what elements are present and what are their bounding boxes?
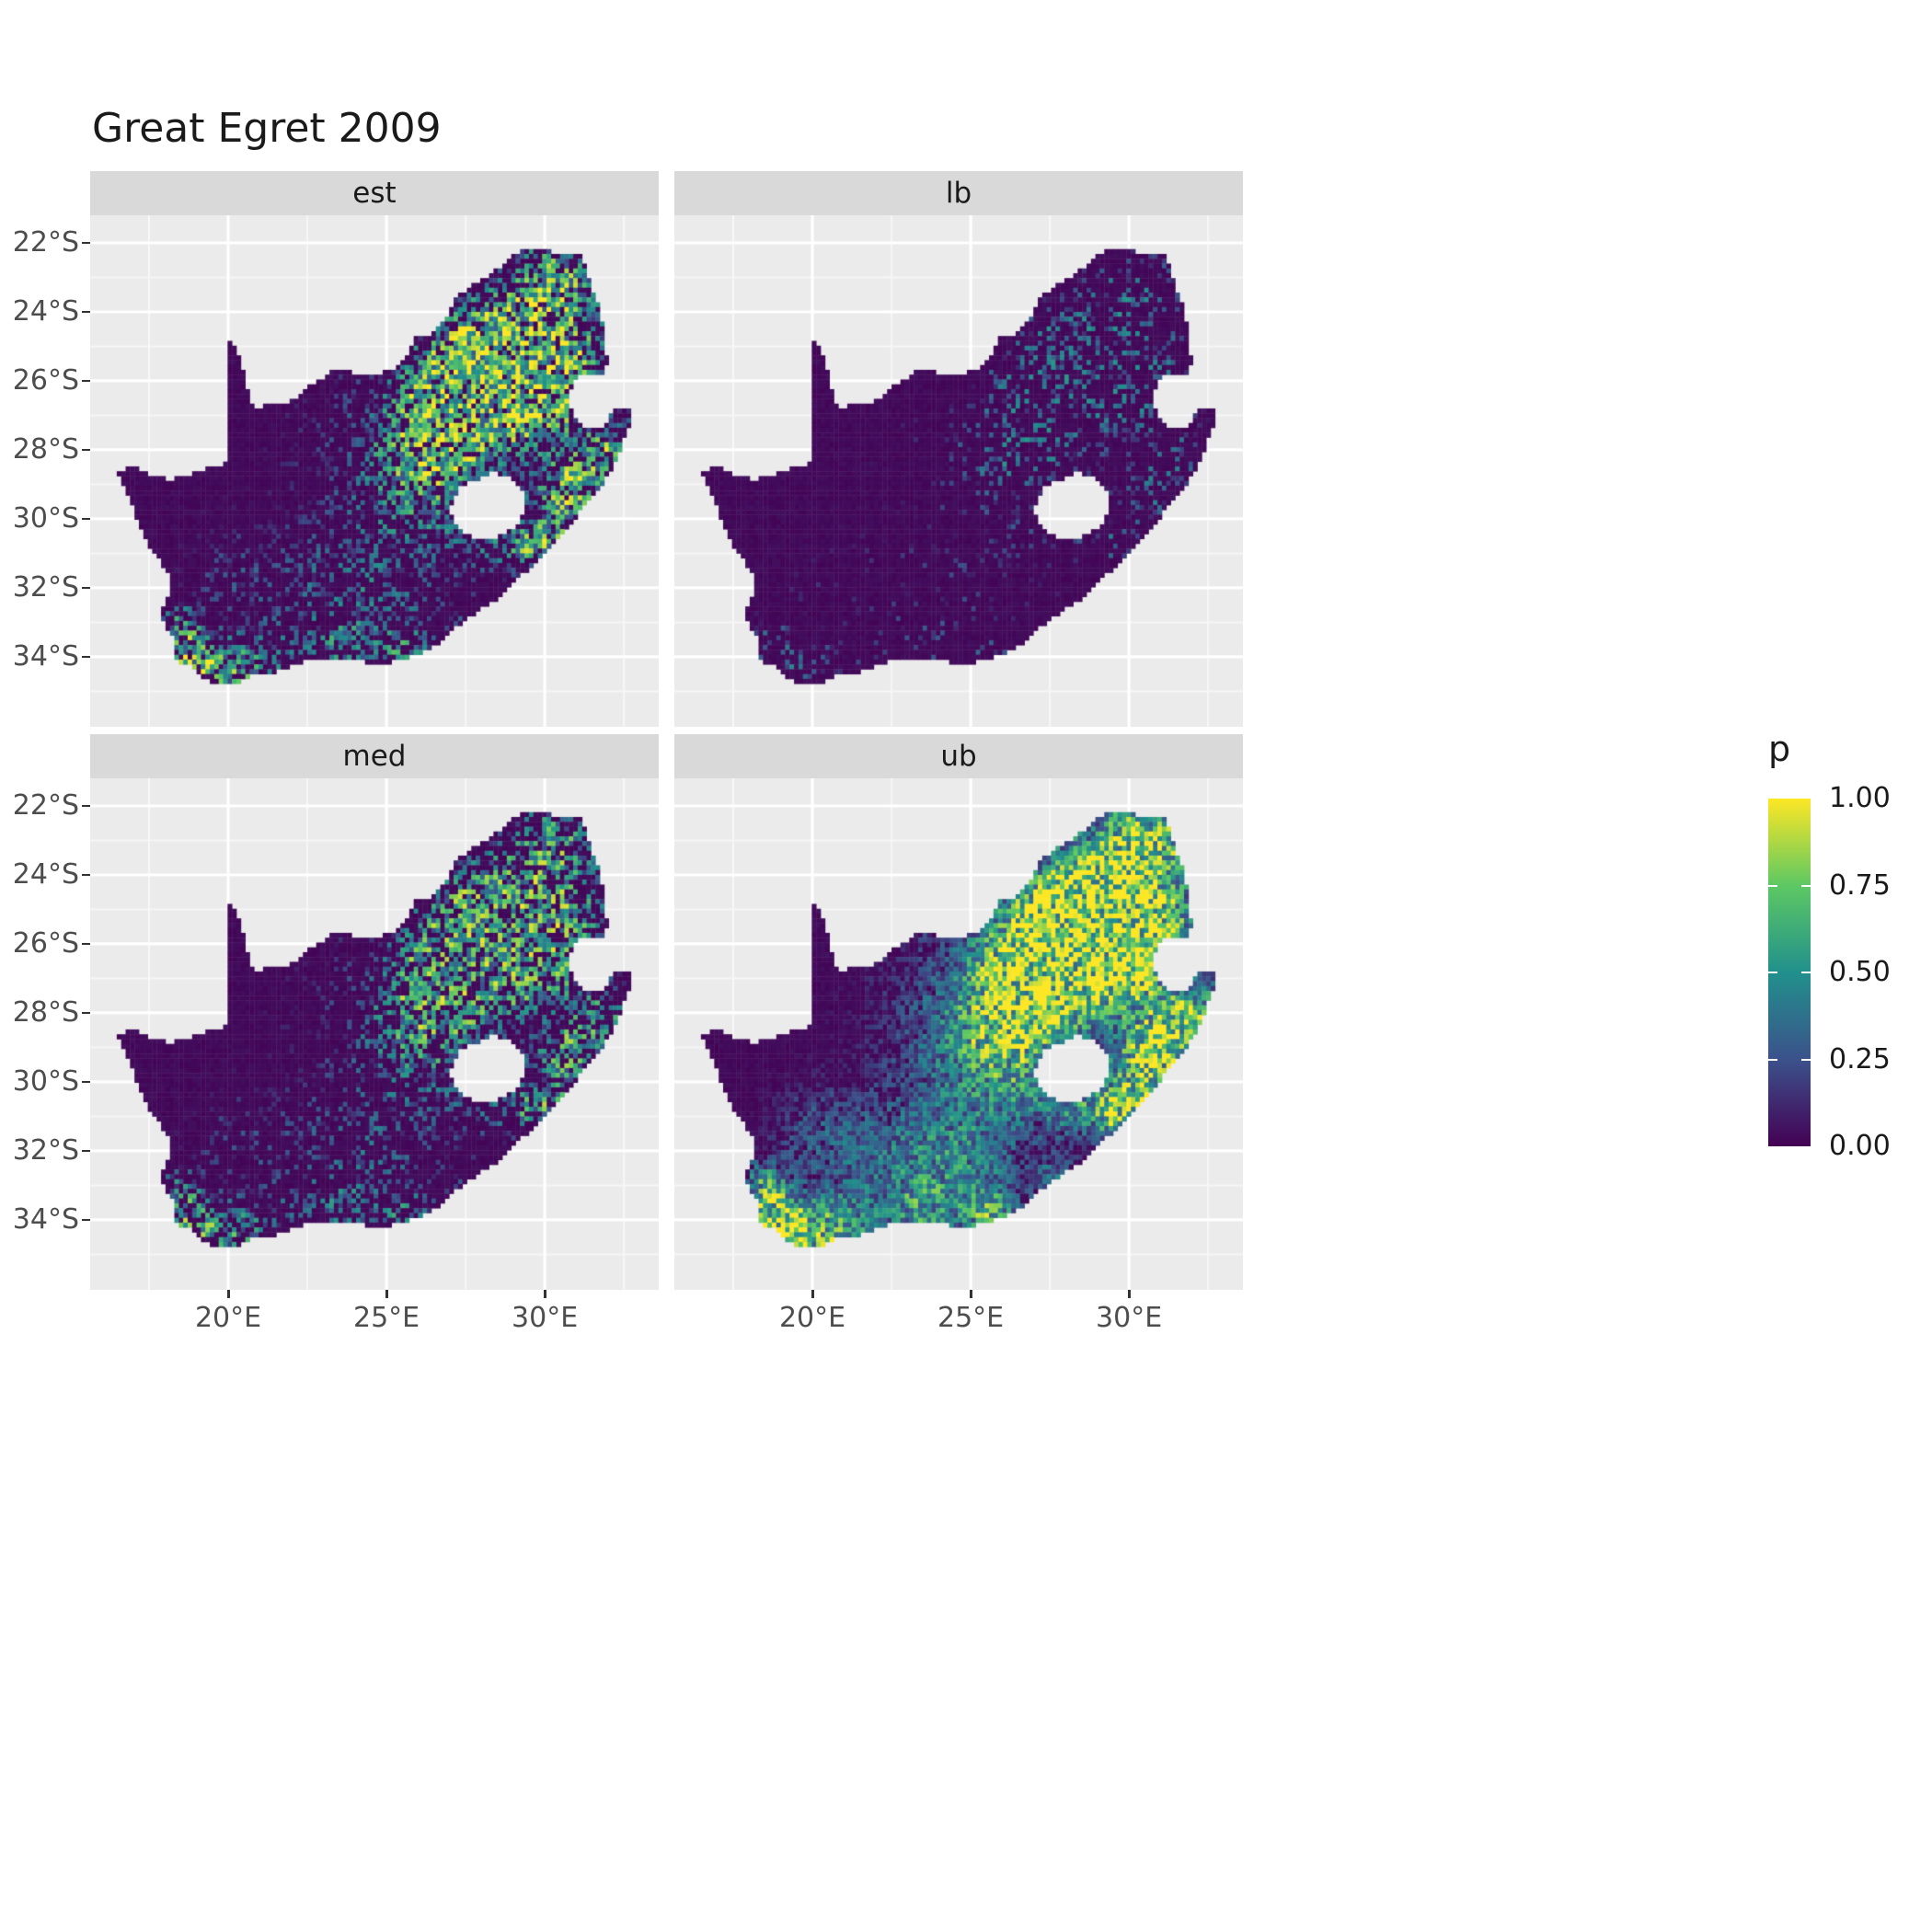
y-axis-tick-mark — [82, 1218, 90, 1222]
y-axis-tick-mark — [82, 586, 90, 590]
facet-strip-label: ub — [940, 740, 977, 773]
x-axis-tick-mark — [385, 1290, 388, 1298]
x-axis-tick-label: 20°E — [194, 1302, 262, 1334]
y-axis-tick-mark — [82, 804, 90, 808]
x-axis-tick-label: 25°E — [352, 1302, 420, 1334]
facet-strip-label: med — [342, 740, 407, 773]
facet-strip-ub: ub — [674, 734, 1243, 778]
facet-strip-label: lb — [945, 177, 972, 210]
y-axis-tick-mark — [82, 379, 90, 383]
legend-tick-mark — [1801, 884, 1811, 887]
facet-strip-label: est — [352, 177, 397, 210]
y-axis-tick-mark — [82, 655, 90, 659]
plot-title: Great Egret 2009 — [92, 105, 442, 152]
y-axis-tick-label: 30°S — [12, 1064, 79, 1098]
y-axis-tick-label: 34°S — [12, 639, 79, 673]
legend-tick-mark — [1801, 1058, 1811, 1061]
y-axis-tick-mark — [82, 310, 90, 314]
x-axis-tick-label: 25°E — [937, 1302, 1005, 1334]
x-axis-tick-label: 30°E — [1096, 1302, 1163, 1334]
legend-tick-label: 0.50 — [1829, 956, 1891, 988]
y-axis-tick-label: 32°S — [12, 570, 79, 604]
facet-strip-lb: lb — [674, 171, 1243, 215]
y-axis-tick-label: 32°S — [12, 1133, 79, 1167]
facet-strip-est: est — [90, 171, 659, 215]
x-axis-tick-label: 30°E — [512, 1302, 579, 1334]
y-axis-tick-label: 24°S — [12, 857, 79, 891]
facet-panel-est — [90, 215, 659, 727]
y-axis-tick-label: 26°S — [12, 363, 79, 397]
legend-tick-mark — [1801, 972, 1811, 973]
y-axis-tick-label: 26°S — [12, 926, 79, 960]
legend-tick-mark — [1768, 1058, 1777, 1061]
facet-strip-med: med — [90, 734, 659, 778]
legend-tick-label: 0.75 — [1829, 868, 1891, 902]
x-axis-tick-mark — [227, 1290, 230, 1298]
facet-map-canvas-ub — [674, 778, 1243, 1290]
facet-map-canvas-lb — [674, 215, 1243, 727]
y-axis-tick-mark — [82, 1149, 90, 1153]
y-axis-tick-mark — [82, 241, 90, 245]
facet-map-canvas-est — [90, 215, 659, 727]
y-axis-tick-mark — [82, 942, 90, 946]
facet-panel-lb — [674, 215, 1243, 727]
x-axis-tick-label: 20°E — [778, 1302, 846, 1334]
legend-tick-label: 1.00 — [1829, 782, 1891, 814]
y-axis-tick-mark — [82, 873, 90, 877]
y-axis-tick-label: 34°S — [12, 1202, 79, 1236]
x-axis-tick-mark — [1128, 1290, 1131, 1298]
legend-tick-label: 0.00 — [1829, 1130, 1891, 1162]
legend-tick-mark — [1768, 884, 1777, 887]
y-axis-tick-label: 28°S — [12, 995, 79, 1029]
y-axis-tick-mark — [82, 448, 90, 452]
legend-tick-mark — [1768, 972, 1777, 973]
legend-tick-label: 0.25 — [1829, 1042, 1891, 1075]
legend-title: p — [1768, 729, 1791, 769]
facet-panel-med — [90, 778, 659, 1290]
y-axis-tick-mark — [82, 517, 90, 521]
y-axis-tick-mark — [82, 1080, 90, 1084]
y-axis-tick-label: 22°S — [12, 788, 79, 822]
y-axis-tick-label: 22°S — [12, 225, 79, 259]
x-axis-tick-mark — [970, 1290, 972, 1298]
y-axis-tick-mark — [82, 1011, 90, 1015]
y-axis-tick-label: 24°S — [12, 294, 79, 328]
x-axis-tick-mark — [544, 1290, 546, 1298]
facet-panel-ub — [674, 778, 1243, 1290]
y-axis-tick-label: 30°S — [12, 501, 79, 535]
y-axis-tick-label: 28°S — [12, 432, 79, 466]
facet-map-canvas-med — [90, 778, 659, 1290]
x-axis-tick-mark — [811, 1290, 814, 1298]
